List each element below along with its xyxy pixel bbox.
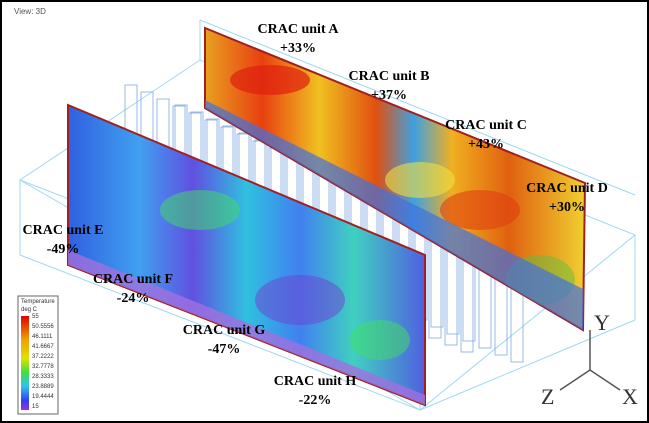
unit-change: -49% <box>47 242 80 257</box>
unit-change: +37% <box>371 88 407 103</box>
unit-name: CRAC unit D <box>526 181 608 196</box>
unit-name: CRAC unit C <box>445 118 527 133</box>
legend-value: 50.5556 <box>32 324 54 330</box>
legend: Temperature deg C 55 50.5556 46.1111 41.666… <box>18 296 58 414</box>
unit-change: +33% <box>280 41 316 56</box>
unit-change: -47% <box>208 342 241 357</box>
unit-change: +30% <box>549 200 585 215</box>
axis-y-label: Y <box>594 310 610 335</box>
unit-change: +43% <box>468 137 504 152</box>
legend-value: 41.6667 <box>32 344 54 350</box>
view-label: View: 3D <box>14 7 46 16</box>
unit-name: CRAC unit G <box>183 323 266 338</box>
unit-name: CRAC unit F <box>93 272 173 287</box>
axis-z-label: Z <box>541 384 554 409</box>
unit-name: CRAC unit H <box>274 374 357 389</box>
unit-change: -22% <box>299 393 332 408</box>
legend-value: 15 <box>32 404 39 410</box>
legend-value: 32.7778 <box>32 364 54 370</box>
legend-value: 23.8889 <box>32 384 54 390</box>
legend-unit: deg C <box>21 307 38 313</box>
legend-value: 46.1111 <box>32 334 53 340</box>
unit-name: CRAC unit A <box>258 22 340 37</box>
unit-change: -24% <box>117 291 150 306</box>
axis-x-label: X <box>622 384 638 409</box>
legend-value: 28.3333 <box>32 374 54 380</box>
legend-value: 37.2222 <box>32 354 54 360</box>
unit-name: CRAC unit E <box>23 223 104 238</box>
legend-value: 19.4444 <box>32 394 54 400</box>
legend-value: 55 <box>32 314 39 320</box>
unit-name: CRAC unit B <box>349 69 430 84</box>
viewer: View: 3D CRAC unit A +33% CRAC unit B +37% C… <box>0 0 649 423</box>
legend-title: Temperature <box>21 299 55 305</box>
